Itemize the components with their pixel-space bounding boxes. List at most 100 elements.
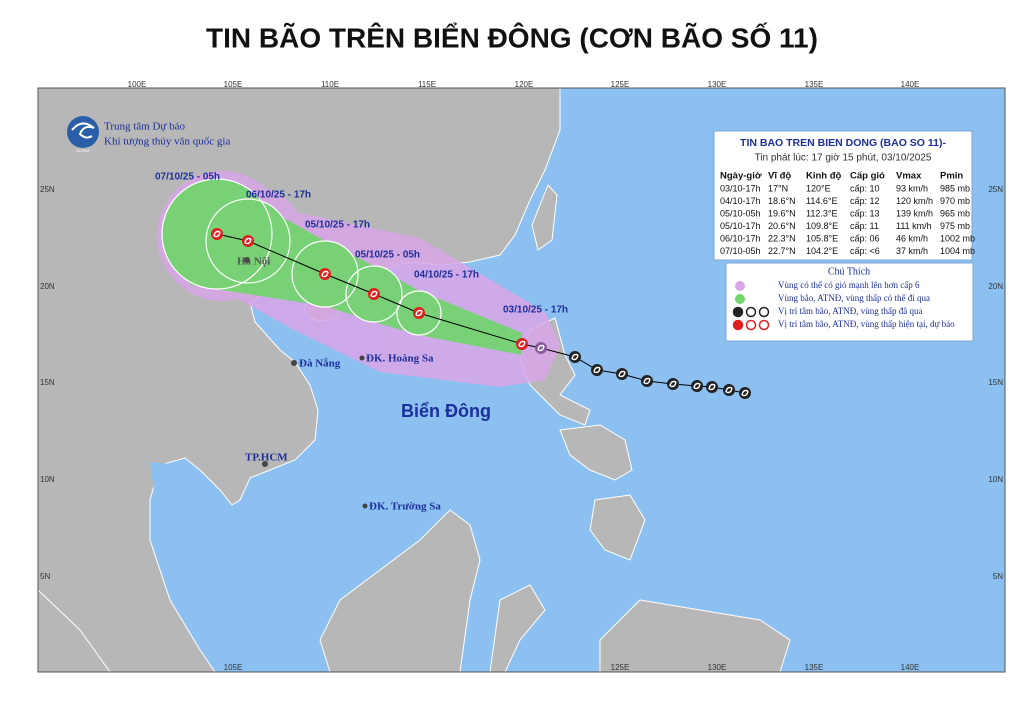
- info-title: TIN BAO TREN BIEN DONG (BAO SO 11)-: [740, 137, 946, 149]
- past-position-swirl: [669, 380, 677, 388]
- legend-item: Vị trí tâm bão, ATNĐ, vùng thấp đã qua: [778, 306, 922, 316]
- info-issued: Tin phát lúc: 17 giờ 15 phút, 03/10/2025: [755, 153, 932, 164]
- legend-symbol: [758, 306, 770, 318]
- info-cell: 18.6°N: [768, 196, 796, 206]
- page-title: TIN BÃO TRÊN BIỂN ĐÔNG (CƠN BÃO SỐ 11): [206, 21, 818, 53]
- past-position: [535, 342, 547, 354]
- past-position-swirl: [537, 344, 545, 352]
- past-position: [591, 364, 603, 376]
- track-label: 07/10/25 - 05h: [155, 172, 220, 183]
- logo: [67, 116, 99, 148]
- lon-label: 130E: [708, 663, 727, 672]
- past-position: [691, 380, 703, 392]
- info-cell: 22.3°N: [768, 233, 796, 243]
- past-position-swirl: [618, 370, 626, 378]
- info-cell: 975 mb: [940, 221, 970, 231]
- info-cell: 970 mb: [940, 196, 970, 206]
- info-cell: 06/10-17h: [720, 233, 761, 243]
- info-cell: cấp: 06: [850, 233, 880, 243]
- forecast-position: [211, 228, 223, 240]
- forecast-position: [516, 338, 528, 350]
- track-label: 04/10/25 - 17h: [414, 270, 479, 281]
- agency-logo: NCHMF: [76, 148, 91, 153]
- info-column: Ngày-giờ: [720, 171, 762, 182]
- legend-symbol: [732, 319, 744, 331]
- lat-label: 25N: [988, 185, 1003, 194]
- info-cell: cấp: <6: [850, 246, 880, 256]
- info-cell: 120 km/h: [896, 196, 933, 206]
- track-line: [216, 233, 746, 394]
- lon-label: 135E: [805, 663, 824, 672]
- map: [37, 87, 1006, 673]
- past-position-swirl: [725, 386, 733, 394]
- lat-label: 10N: [988, 475, 1003, 484]
- info-cell: 112.3°E: [806, 208, 837, 218]
- legend-swatch: [735, 294, 745, 304]
- info-cell: 03/10-17h: [720, 183, 761, 193]
- city-dots: [244, 257, 368, 509]
- forecast-position-swirl: [244, 237, 252, 245]
- legend-item: Vị trí tâm bão, ATNĐ, vùng thấp hiện tại…: [778, 319, 955, 329]
- lat-label: 20N: [40, 282, 55, 291]
- lon-label: 140E: [901, 663, 920, 672]
- lon-label: 130E: [708, 80, 727, 89]
- legend-swatch: [735, 281, 745, 291]
- info-cell: 04/10-17h: [720, 196, 761, 206]
- info-column: Cấp gió: [850, 171, 885, 182]
- info-cell: 93 km/h: [896, 183, 928, 193]
- past-position: [569, 351, 581, 363]
- map-frame: [37, 87, 1006, 673]
- lat-label: 15N: [988, 378, 1003, 387]
- lon-label: 100E: [128, 80, 147, 89]
- track-label: 03/10/25 - 17h: [503, 305, 568, 316]
- info-column: Vĩ độ: [768, 171, 791, 182]
- track-label: 06/10/25 - 17h: [246, 190, 311, 201]
- place-label: ĐK. Trường Sa: [369, 501, 441, 513]
- place-label: ĐK. Hoàng Sa: [366, 353, 434, 365]
- info-cell: 05/10-05h: [720, 208, 761, 218]
- legend-symbol: [758, 319, 770, 331]
- info-cell: 1004 mb: [940, 246, 975, 256]
- legend-symbol: [745, 319, 757, 331]
- agency-name: Trung tâm Dự báo: [104, 121, 186, 133]
- lat-label: 5N: [993, 572, 1003, 581]
- info-cell: 109.8°E: [806, 221, 838, 231]
- forecast-position: [319, 268, 331, 280]
- lon-label: 105E: [224, 80, 243, 89]
- lon-label: 125E: [611, 663, 630, 672]
- info-cell: cấp: 10: [850, 183, 880, 193]
- info-column: Pmin: [940, 171, 963, 182]
- past-position-swirl: [741, 389, 749, 397]
- info-column: Kinh độ: [806, 171, 842, 182]
- forecast-position-swirl: [415, 309, 423, 317]
- forecast-position-swirl: [518, 340, 526, 348]
- lon-label: 140E: [901, 80, 920, 89]
- forecast-position: [413, 307, 425, 319]
- past-position: [616, 368, 628, 380]
- cone-outlines: [161, 178, 442, 336]
- forecast-position: [242, 235, 254, 247]
- info-cell: cấp: 11: [850, 221, 879, 231]
- info-cell: 105.8°E: [806, 233, 838, 243]
- track-label: 05/10/25 - 05h: [355, 250, 420, 261]
- info-cell: 46 km/h: [896, 233, 928, 243]
- info-cell: 20.6°N: [768, 221, 796, 231]
- legend-symbol: [745, 306, 757, 318]
- lat-label: 15N: [40, 378, 55, 387]
- forecast-position-swirl: [370, 290, 378, 298]
- past-position-swirl: [708, 383, 716, 391]
- lat-label: 20N: [988, 282, 1003, 291]
- legend-item: Vùng bão, ATNĐ, vùng thấp có thể đi qua: [778, 293, 930, 303]
- place-label: Hà Nội: [237, 256, 270, 268]
- place-label: Đà Nẵng: [299, 358, 341, 370]
- past-position: [723, 384, 735, 396]
- lon-label: 135E: [805, 80, 824, 89]
- info-cell: cấp: 13: [850, 208, 880, 218]
- past-position: [739, 387, 751, 399]
- forecast-position-swirl: [213, 230, 221, 238]
- track-label: 05/10/25 - 17h: [305, 220, 370, 231]
- lon-label: 115E: [418, 80, 436, 89]
